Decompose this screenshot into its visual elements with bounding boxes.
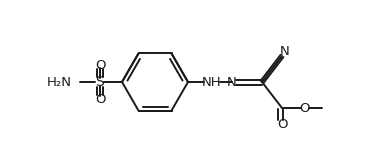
Text: O: O <box>300 101 310 114</box>
Text: N: N <box>280 44 290 57</box>
Text: H₂N: H₂N <box>47 76 72 89</box>
Text: NH: NH <box>202 76 222 89</box>
Text: O: O <box>95 58 105 71</box>
Text: S: S <box>96 75 104 89</box>
Text: N: N <box>227 76 237 89</box>
Text: O: O <box>277 118 287 132</box>
Text: O: O <box>95 93 105 105</box>
